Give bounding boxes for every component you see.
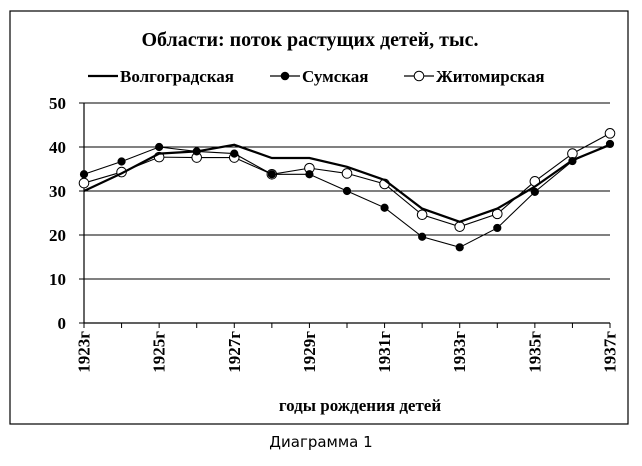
x-axis-title: годы рождения детей (279, 396, 442, 415)
x-tick-label: 1929г (300, 331, 319, 373)
series-layer (78, 128, 616, 252)
legend-label-volgograd: Волгоградская (120, 67, 234, 86)
y-tick-label: 50 (49, 94, 66, 113)
series-1 (79, 139, 615, 252)
series-0 (83, 143, 611, 223)
data-point (493, 223, 502, 233)
y-tick-label: 20 (49, 226, 66, 245)
data-point (78, 177, 90, 189)
y-tick-label: 40 (49, 138, 66, 157)
data-point (117, 157, 126, 166)
data-point (79, 170, 89, 179)
x-axis-ticks: 1923г 1925г 1927г 1929г 1931г 1933г 1935г 1937г (75, 323, 620, 373)
series-line-0 (83, 143, 611, 223)
data-point (341, 168, 353, 179)
data-point (380, 203, 389, 212)
legend-marker-zhytomyr (413, 70, 425, 82)
y-tick-label: 30 (49, 182, 66, 201)
legend: Волгоградская Сумская Житомирская (88, 67, 545, 86)
legend-item-volgograd: Волгоградская (88, 67, 234, 86)
chart-title: Области: поток растущих детей, тыс. (141, 29, 478, 51)
data-point (418, 232, 427, 241)
data-point (416, 209, 428, 221)
gridlines (84, 102, 610, 280)
x-tick-label: 1923г (75, 331, 94, 373)
y-tick-label: 0 (58, 314, 67, 333)
data-point (567, 148, 578, 159)
y-axis-ticks: 0 10 20 30 40 50 (49, 94, 84, 333)
data-point (230, 149, 239, 158)
x-tick-label: 1927г (225, 331, 244, 373)
legend-marker-sumy (280, 71, 290, 81)
data-point (455, 243, 464, 252)
data-point (454, 221, 466, 232)
data-point (155, 142, 164, 152)
legend-label-zhytomyr: Житомирская (436, 67, 545, 86)
y-tick-label: 10 (49, 270, 66, 289)
x-tick-label: 1937г (601, 331, 620, 373)
data-point (305, 170, 314, 179)
legend-item-sumy: Сумская (270, 67, 369, 86)
data-point (530, 187, 539, 196)
diagram-caption: Диаграмма 1 (269, 433, 373, 451)
data-point (604, 128, 616, 139)
x-tick-label: 1933г (450, 331, 469, 373)
data-point (342, 186, 352, 196)
x-tick-label: 1935г (525, 331, 544, 373)
data-point (267, 170, 276, 179)
chart-frame (9, 10, 629, 425)
x-tick-label: 1931г (375, 331, 394, 373)
legend-item-zhytomyr: Житомирская (404, 67, 545, 86)
x-tick-label: 1925г (150, 331, 169, 373)
legend-label-sumy: Сумская (302, 67, 369, 86)
